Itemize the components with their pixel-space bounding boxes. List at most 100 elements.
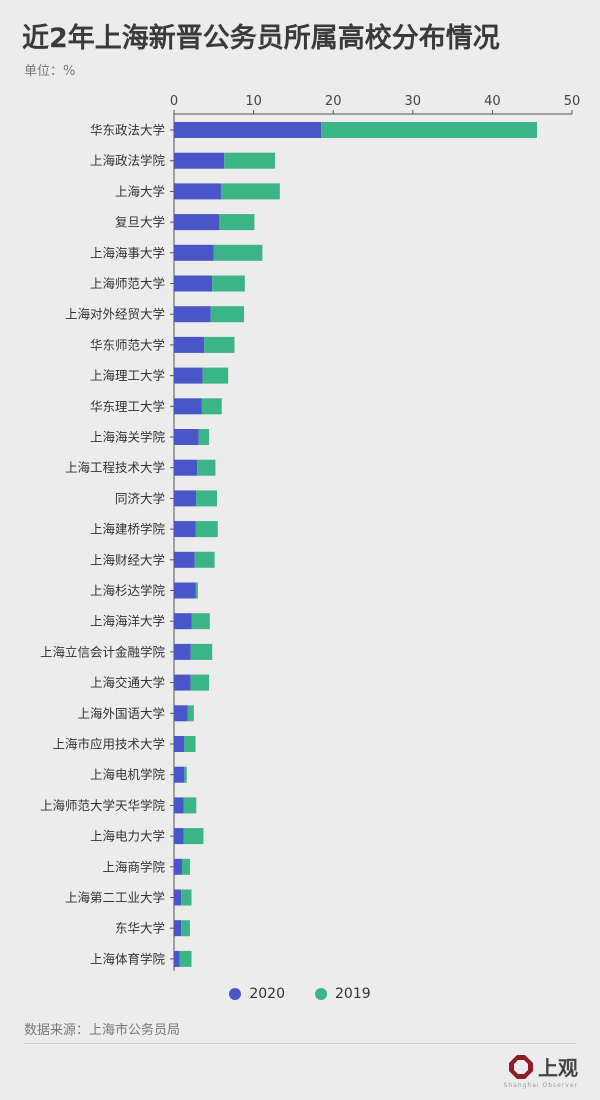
bar-2019 (198, 429, 210, 445)
bar-2019 (187, 705, 194, 722)
bar-2019 (321, 122, 537, 138)
bar-2019 (181, 858, 190, 875)
bar-2020 (174, 889, 182, 906)
bar-2019 (183, 828, 204, 845)
category-label: 上海理工大学 (90, 368, 165, 383)
bar-2020 (174, 582, 196, 599)
bar-2019 (183, 797, 197, 814)
legend-label-2020: 2020 (249, 986, 285, 1002)
category-label: 上海财经大学 (90, 552, 165, 567)
bar-2020 (174, 336, 205, 353)
category-label: 同济大学 (115, 491, 165, 506)
category-label: 上海交通大学 (90, 675, 165, 690)
category-label: 上海杉达学院 (90, 583, 166, 598)
legend-swatch-2020 (229, 988, 242, 1000)
bar-2019 (190, 674, 210, 691)
bar-2019 (190, 643, 213, 660)
category-label: 上海建桥学院 (90, 522, 166, 537)
category-label: 上海工程技术大学 (65, 460, 165, 475)
category-label: 上海商学院 (102, 859, 165, 874)
bar-2019 (195, 521, 218, 538)
bar-2020 (174, 797, 184, 814)
x-tick-label: 10 (245, 94, 262, 109)
bar-2019 (179, 950, 192, 967)
bar-2019 (184, 766, 187, 783)
bar-2020 (174, 429, 199, 445)
category-label: 上海海关学院 (90, 430, 166, 445)
x-tick-label: 40 (484, 94, 501, 109)
bar-2020 (174, 705, 188, 722)
category-label: 上海师范大学天华学院 (40, 798, 166, 813)
category-label: 上海电机学院 (90, 767, 166, 782)
bar-2019 (201, 398, 222, 415)
bar-2019 (181, 920, 190, 937)
bar-2019 (191, 613, 210, 630)
bar-2019 (202, 367, 229, 384)
logo-subtext: Shanghai Observer (503, 1082, 578, 1089)
legend-swatch-2019 (315, 988, 327, 1000)
bar-2020 (174, 122, 322, 138)
legend-item-2019: 2019 (315, 986, 371, 1002)
category-label: 华东师范大学 (90, 337, 165, 352)
bar-2020 (174, 275, 213, 292)
bar-2020 (174, 858, 182, 875)
bar-2020 (174, 551, 195, 568)
bar-2020 (174, 920, 182, 937)
bar-2019 (196, 490, 217, 507)
bar-2020 (174, 367, 203, 384)
bar-2019 (181, 889, 192, 906)
bar-2020 (174, 736, 185, 752)
chart-legend: 2020 2019 (0, 986, 600, 1002)
bar-2020 (174, 459, 198, 476)
x-tick-label: 0 (170, 94, 178, 109)
bar-2019 (194, 551, 215, 568)
category-label: 上海大学 (115, 184, 165, 199)
bar-2020 (174, 214, 220, 231)
brand-logo: 上观 Shanghai Observer (504, 1052, 578, 1089)
bar-2020 (174, 950, 180, 967)
category-label: 华东理工大学 (90, 399, 165, 414)
unit-label: 单位：% (24, 64, 76, 79)
legend-item-2020: 2020 (229, 986, 285, 1002)
logo-text: 上观 (538, 1056, 578, 1080)
bar-2020 (174, 244, 214, 261)
bar-2019 (224, 152, 276, 169)
bar-2020 (174, 643, 191, 660)
bar-2019 (220, 183, 280, 200)
category-label: 华东政法大学 (90, 123, 165, 138)
category-label: 上海第二工业大学 (65, 890, 165, 905)
category-label: 上海电力大学 (90, 829, 165, 844)
category-label: 上海对外经贸大学 (65, 307, 165, 322)
x-tick-label: 30 (405, 94, 422, 109)
page-title: 近2年上海新晋公务员所属高校分布情况 (22, 23, 500, 54)
category-label: 上海立信会计金融学院 (40, 644, 166, 659)
bar-2019 (212, 275, 245, 292)
bar-2020 (174, 766, 185, 783)
bar-2019 (210, 306, 245, 323)
bar-2019 (204, 336, 235, 353)
bar-2020 (174, 398, 202, 415)
legend-label-2019: 2019 (335, 986, 371, 1002)
stacked-bar-chart: 0 10 20 30 40 50 华东政法大学上海政法学院上海大学复旦大学上海海事大学上海师… (40, 94, 581, 971)
bar-2020 (174, 152, 225, 169)
category-label: 上海体育学院 (90, 951, 166, 966)
bar-2020 (174, 306, 211, 323)
footer-divider (24, 1043, 576, 1044)
data-source: 数据来源：上海市公务员局 (24, 1023, 181, 1038)
bar-2019 (197, 459, 216, 476)
bar-2020 (174, 613, 192, 630)
category-label: 上海海事大学 (90, 245, 165, 260)
bar-2020 (174, 521, 196, 538)
category-label: 复旦大学 (115, 215, 165, 230)
category-label: 上海师范大学 (90, 276, 165, 291)
bar-2020 (174, 674, 191, 691)
bar-2019 (195, 582, 198, 599)
category-label: 上海外国语大学 (77, 706, 165, 721)
category-label: 上海海洋大学 (90, 614, 165, 629)
bar-2020 (174, 828, 184, 845)
category-label: 上海市应用技术大学 (52, 737, 165, 752)
x-tick-label: 50 (564, 94, 581, 109)
bar-2019 (219, 214, 255, 231)
bar-2019 (184, 736, 196, 752)
logo-mark-icon (509, 1054, 533, 1079)
